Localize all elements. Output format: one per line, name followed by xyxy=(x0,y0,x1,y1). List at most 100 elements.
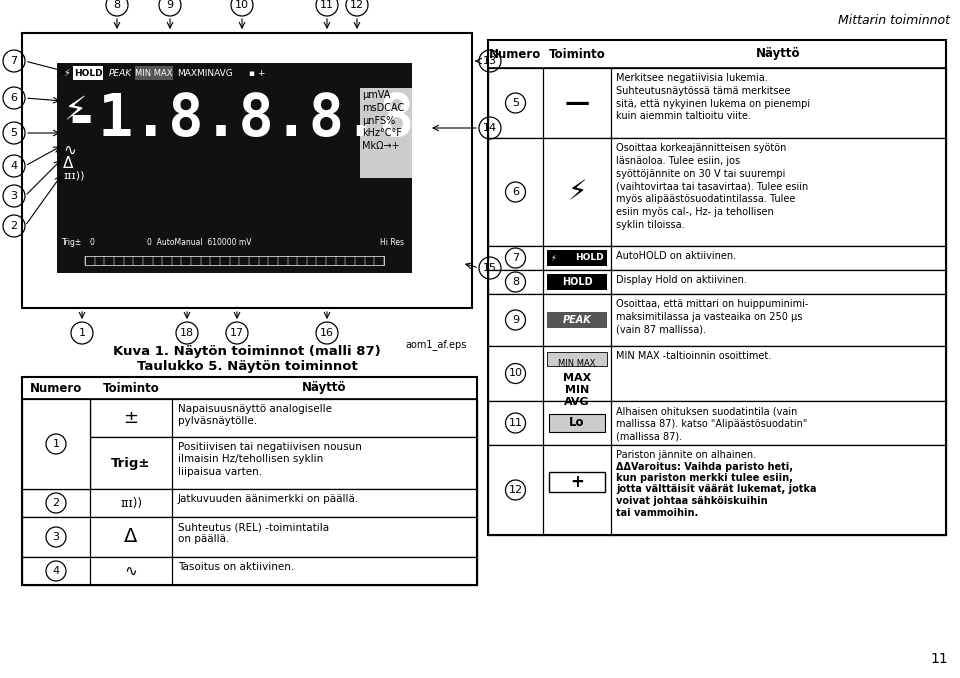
Bar xyxy=(73,66,103,80)
Bar xyxy=(547,352,607,366)
Text: tai vammoihin.: tai vammoihin. xyxy=(616,508,698,517)
Text: ∿: ∿ xyxy=(125,563,137,578)
Text: 5: 5 xyxy=(11,128,17,138)
Bar xyxy=(360,88,412,178)
Text: 2: 2 xyxy=(53,498,60,508)
Text: Näyttö: Näyttö xyxy=(756,47,801,60)
Text: ɪɪɪ)): ɪɪɪ)) xyxy=(63,170,84,180)
Text: Osoittaa korkeajännitteisen syötön
läsnäoloa. Tulee esiin, jos
syöttöjännite on : Osoittaa korkeajännitteisen syötön läsnä… xyxy=(616,143,808,230)
Text: Merkitsee negatiivisia lukemia.
Suhteutusnäytössä tämä merkitsee
sitä, että nyky: Merkitsee negatiivisia lukemia. Suhteutu… xyxy=(616,73,810,121)
Text: Kuva 1. Näytön toiminnot (malli 87): Kuva 1. Näytön toiminnot (malli 87) xyxy=(113,345,381,358)
Bar xyxy=(549,414,605,432)
Text: Mittarin toiminnot: Mittarin toiminnot xyxy=(838,14,950,27)
Text: ⚡: ⚡ xyxy=(63,68,70,78)
Text: 5: 5 xyxy=(512,98,519,108)
Text: MIN MAX: MIN MAX xyxy=(135,68,173,77)
Text: MAXMINAVG: MAXMINAVG xyxy=(177,68,232,77)
Text: 15: 15 xyxy=(483,263,497,273)
Bar xyxy=(488,40,946,535)
Text: ɪɪɪ)): ɪɪɪ)) xyxy=(120,496,142,509)
Bar xyxy=(85,256,384,265)
Text: 18: 18 xyxy=(180,328,194,338)
Text: 12: 12 xyxy=(350,0,364,10)
Text: ΔΔVaroitus: Vaihda paristo heti,: ΔΔVaroitus: Vaihda paristo heti, xyxy=(616,462,793,471)
Text: 6: 6 xyxy=(512,187,519,197)
Text: 13: 13 xyxy=(483,56,497,66)
Text: 11: 11 xyxy=(320,0,334,10)
Bar xyxy=(488,445,946,535)
Text: +: + xyxy=(570,473,584,491)
Text: 0: 0 xyxy=(89,238,94,247)
Bar xyxy=(488,270,946,294)
Text: Lo: Lo xyxy=(569,416,585,429)
Text: -1.8.8.8.8: -1.8.8.8.8 xyxy=(63,91,415,148)
Bar xyxy=(488,401,946,445)
Text: Tasoitus on aktiivinen.: Tasoitus on aktiivinen. xyxy=(178,562,295,572)
Bar xyxy=(547,274,607,290)
Text: Δ: Δ xyxy=(124,527,137,546)
Text: 10: 10 xyxy=(235,0,249,10)
Text: 9: 9 xyxy=(512,315,519,325)
Text: 8: 8 xyxy=(113,0,121,10)
Text: 12: 12 xyxy=(509,485,522,495)
Text: μmVA
msDCAC
μnFS%
kHz°C°F
MkΩ→+: μmVA msDCAC μnFS% kHz°C°F MkΩ→+ xyxy=(362,90,404,151)
Text: aom1_af.eps: aom1_af.eps xyxy=(406,339,467,350)
Text: 7: 7 xyxy=(512,253,519,263)
Text: 3: 3 xyxy=(11,191,17,201)
Bar xyxy=(488,138,946,246)
Text: kun pariston merkki tulee esiin,: kun pariston merkki tulee esiin, xyxy=(616,473,793,483)
Text: —: — xyxy=(564,91,589,115)
Text: 11: 11 xyxy=(930,652,948,666)
Bar xyxy=(547,312,607,328)
Text: 14: 14 xyxy=(483,123,497,133)
Text: Suhteutus (REL) -toimintatila
on päällä.: Suhteutus (REL) -toimintatila on päällä. xyxy=(178,522,329,544)
Bar xyxy=(547,250,607,266)
Text: HOLD: HOLD xyxy=(74,68,103,77)
Text: Numero: Numero xyxy=(30,382,83,395)
Text: Toiminto: Toiminto xyxy=(103,382,159,395)
Text: 1: 1 xyxy=(79,328,85,338)
Text: MIN MAX: MIN MAX xyxy=(559,359,596,368)
Bar xyxy=(22,377,477,399)
Text: 10: 10 xyxy=(509,369,522,378)
Bar xyxy=(22,377,477,585)
Text: MIN: MIN xyxy=(564,385,589,395)
Text: jotta välttäisit väärät lukemat, jotka: jotta välttäisit väärät lukemat, jotka xyxy=(616,485,817,494)
Bar xyxy=(22,437,477,489)
Text: Pariston jännite on alhainen.: Pariston jännite on alhainen. xyxy=(616,450,756,460)
Text: Osoittaa, että mittari on huippuminimi-
maksimitilassa ja vasteaika on 250 μs
(v: Osoittaa, että mittari on huippuminimi- … xyxy=(616,299,808,335)
Text: 16: 16 xyxy=(320,328,334,338)
Text: ∿: ∿ xyxy=(63,143,76,158)
Text: 9: 9 xyxy=(166,0,174,10)
Text: Jatkuvuuden äänimerkki on päällä.: Jatkuvuuden äänimerkki on päällä. xyxy=(178,494,359,504)
Text: AutoHOLD on aktiivinen.: AutoHOLD on aktiivinen. xyxy=(616,251,736,261)
Bar xyxy=(22,557,477,585)
Text: MIN MAX -taltioinnin osoittimet.: MIN MAX -taltioinnin osoittimet. xyxy=(616,351,771,361)
Text: AVG: AVG xyxy=(564,397,589,407)
Text: voivat johtaa sähköiskuihin: voivat johtaa sähköiskuihin xyxy=(616,496,768,506)
Text: PEAK: PEAK xyxy=(563,315,591,325)
Text: ▪ +: ▪ + xyxy=(249,68,266,77)
Text: Δ: Δ xyxy=(63,156,73,171)
Text: HOLD: HOLD xyxy=(562,277,592,287)
Bar xyxy=(488,68,946,138)
Text: 1: 1 xyxy=(53,439,60,449)
Text: 8: 8 xyxy=(512,277,519,287)
Bar xyxy=(135,66,173,80)
Text: Toiminto: Toiminto xyxy=(548,47,606,60)
Bar xyxy=(22,33,472,308)
Text: ⚡: ⚡ xyxy=(63,93,86,126)
Text: HOLD: HOLD xyxy=(575,254,604,262)
Text: Display Hold on aktiivinen.: Display Hold on aktiivinen. xyxy=(616,275,747,285)
Bar xyxy=(488,294,946,346)
Text: Positiivisen tai negatiivisen nousun
ilmaisin Hz/tehollisen syklin
liipaisua var: Positiivisen tai negatiivisen nousun ilm… xyxy=(178,442,362,477)
Text: 0  AutoManual  610000 mV: 0 AutoManual 610000 mV xyxy=(147,238,252,247)
Bar xyxy=(549,472,605,492)
Text: 7: 7 xyxy=(11,56,17,66)
Bar xyxy=(22,399,90,489)
Text: Trig±: Trig± xyxy=(62,238,83,247)
Text: 4: 4 xyxy=(53,566,60,576)
Text: ±: ± xyxy=(124,409,138,427)
Text: Taulukko 5. Näytön toiminnot: Taulukko 5. Näytön toiminnot xyxy=(136,360,357,373)
Text: 4: 4 xyxy=(11,161,17,171)
